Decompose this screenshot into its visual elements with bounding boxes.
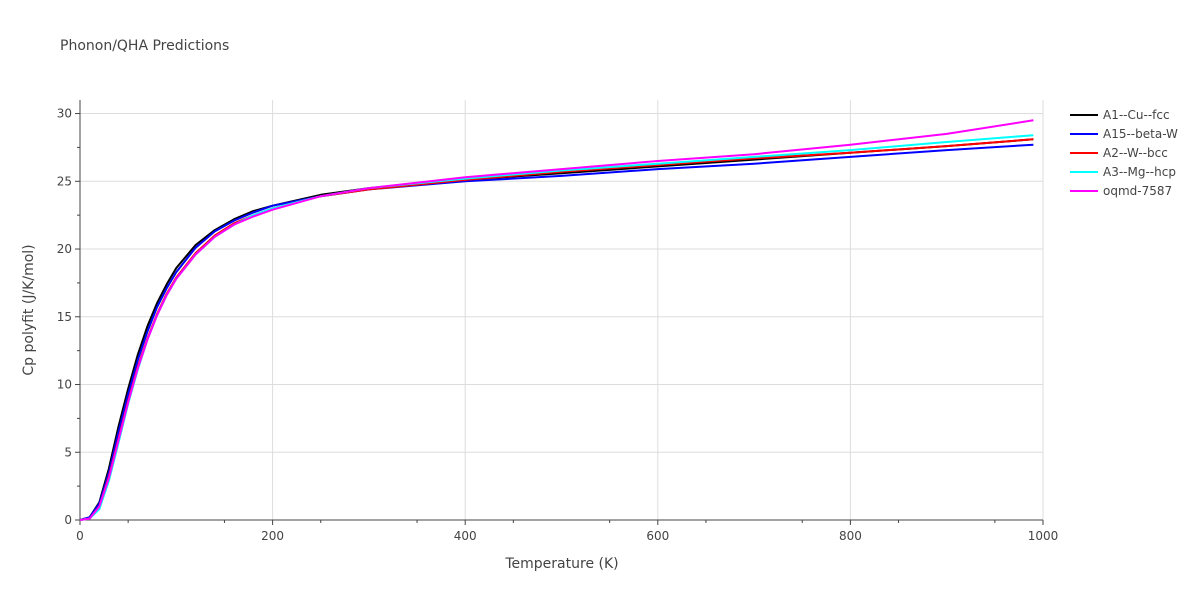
series-lines (79, 119, 1034, 521)
y-tick-label: 15 (57, 310, 72, 324)
legend-item[interactable]: A3--Mg--hcp (1070, 165, 1176, 179)
legend-label: A2--W--bcc (1103, 146, 1168, 160)
x-tick-label: 0 (76, 529, 84, 543)
x-tick-label: 800 (839, 529, 862, 543)
y-tick-label: 25 (57, 174, 72, 188)
legend-label: A3--Mg--hcp (1103, 165, 1176, 179)
grid (80, 100, 1044, 520)
legend-item[interactable]: A1--Cu--fcc (1070, 108, 1170, 122)
legend-item[interactable]: oqmd-7587 (1070, 184, 1172, 198)
legend-label: A1--Cu--fcc (1103, 108, 1170, 122)
legend-label: A15--beta-W (1103, 127, 1178, 141)
x-tick-label: 200 (261, 529, 284, 543)
series-line-3 (79, 134, 1034, 521)
series-line-0 (79, 138, 1034, 521)
series-line-4 (79, 119, 1034, 521)
series-line-1 (79, 143, 1034, 521)
x-tick-label: 600 (646, 529, 669, 543)
axes: 0 5 10 15 20 25 30 0 200 400 600 800 1000 (57, 100, 1059, 543)
legend[interactable]: A1--Cu--fcc A15--beta-W A2--W--bcc A3--Mg--… (1070, 108, 1178, 198)
series-line-2 (79, 138, 1034, 521)
chart-title: Phonon/QHA Predictions (60, 38, 229, 54)
x-axis-title: Temperature (K) (504, 556, 618, 572)
y-tick-label: 5 (64, 445, 72, 459)
y-tick-label: 10 (57, 378, 72, 392)
legend-label: oqmd-7587 (1103, 184, 1172, 198)
y-tick-label: 20 (57, 242, 72, 256)
x-tick-label: 1000 (1028, 529, 1059, 543)
x-tick-label: 400 (454, 529, 477, 543)
y-tick-label: 30 (57, 107, 72, 121)
legend-item[interactable]: A15--beta-W (1070, 127, 1178, 141)
legend-item[interactable]: A2--W--bcc (1070, 146, 1168, 160)
y-tick-label: 0 (64, 513, 72, 527)
y-axis-title: Cp polyfit (J/K/mol) (21, 244, 37, 375)
